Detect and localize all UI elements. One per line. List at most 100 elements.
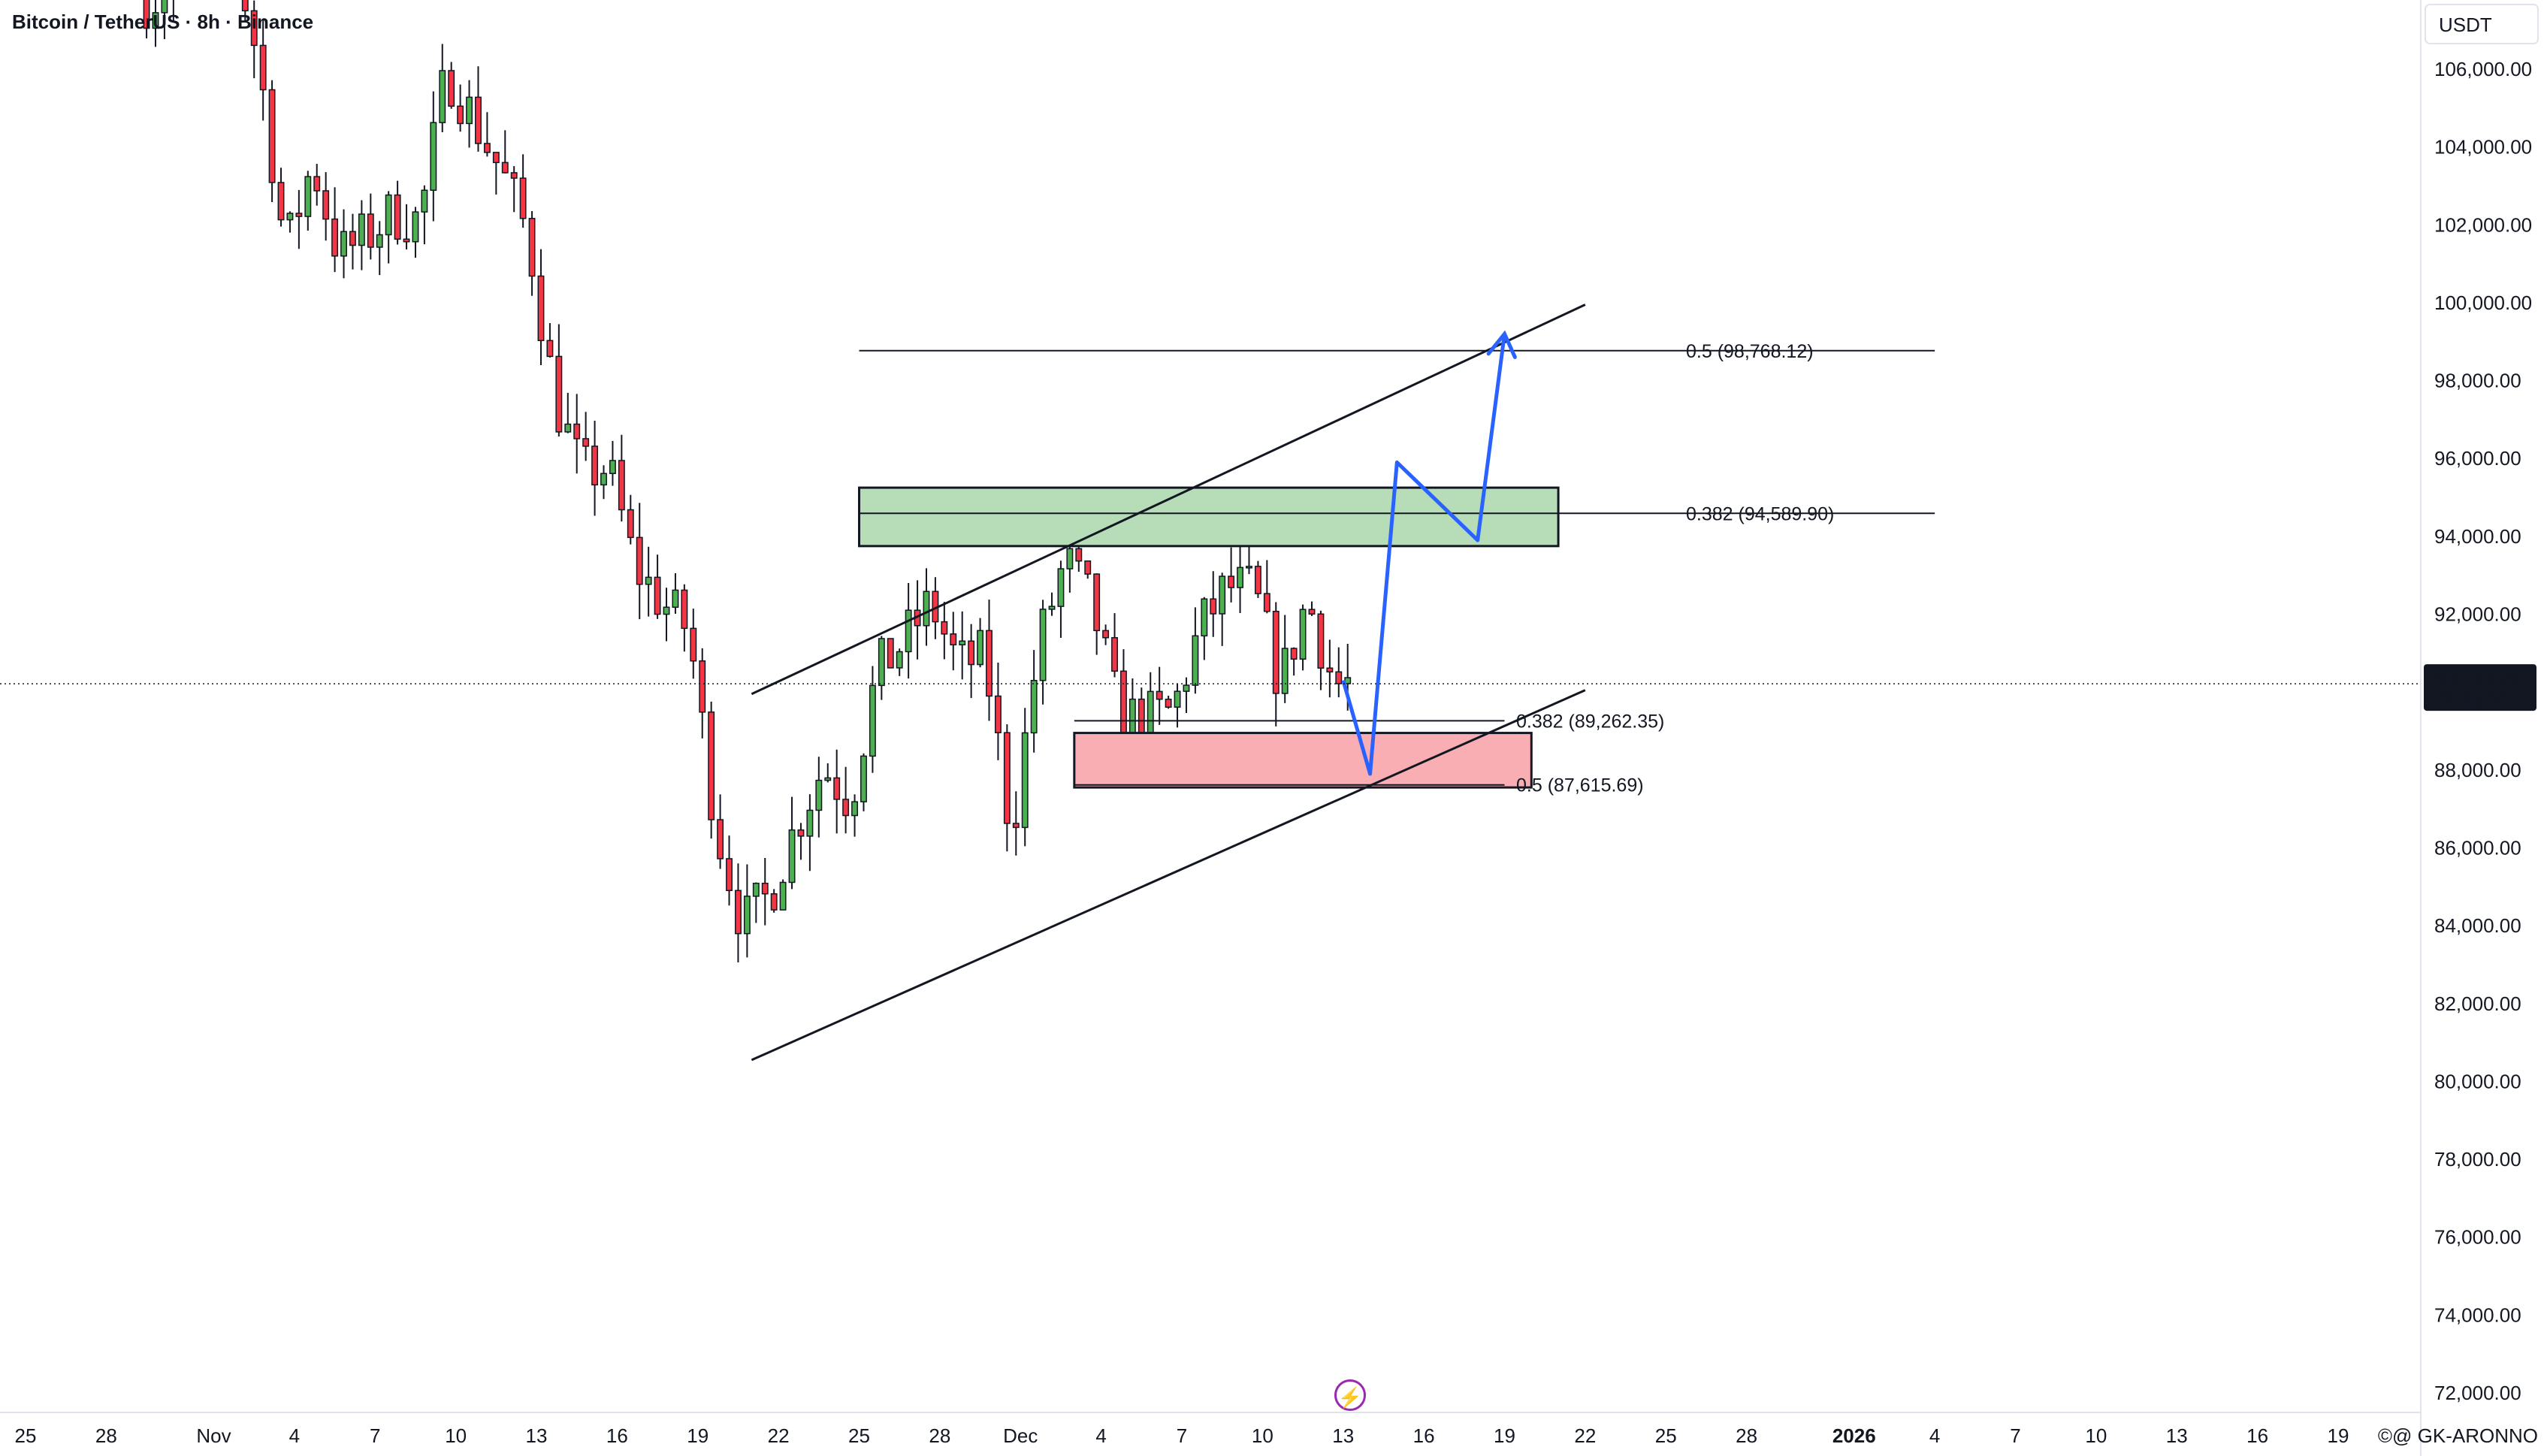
- candle-body: [457, 105, 464, 125]
- candle-body: [161, 0, 168, 14]
- x-tick-label: 22: [768, 1424, 790, 1447]
- candle-body: [367, 213, 374, 248]
- candle: [1201, 597, 1208, 660]
- candle: [277, 168, 285, 227]
- candle: [600, 465, 607, 500]
- candle-body: [1030, 679, 1038, 734]
- candle-body: [878, 638, 885, 687]
- candle-body: [959, 640, 966, 645]
- y-tick-label: 80,000.00: [2434, 1070, 2521, 1092]
- candle: [887, 638, 894, 669]
- candle-body: [322, 190, 330, 220]
- candle: [627, 494, 634, 545]
- candle: [286, 211, 294, 233]
- candle-body: [699, 660, 706, 713]
- candle-body: [869, 684, 876, 757]
- candle-body: [492, 152, 500, 164]
- candle-body: [833, 777, 841, 800]
- candle-body: [152, 12, 159, 29]
- candle-body: [1111, 637, 1118, 672]
- x-tick-label: 7: [370, 1424, 380, 1447]
- candle: [609, 440, 616, 486]
- candle: [439, 44, 446, 133]
- candle: [815, 757, 823, 838]
- x-tick-label: 10: [2085, 1424, 2107, 1447]
- candle: [448, 62, 455, 109]
- candle: [1192, 607, 1199, 694]
- candle: [358, 200, 365, 270]
- candle: [994, 662, 1002, 760]
- candle: [1120, 649, 1127, 739]
- fib-level-label: 0.5 (98,768.12): [1686, 341, 1814, 362]
- candle-body: [331, 218, 339, 257]
- candle: [421, 185, 428, 245]
- candle-body: [1174, 690, 1181, 708]
- candle: [779, 879, 787, 911]
- x-tick-label: 25: [15, 1424, 37, 1447]
- candle: [663, 588, 670, 642]
- candle: [555, 324, 563, 436]
- candle: [959, 611, 966, 680]
- candle-body: [241, 0, 249, 12]
- candle-body: [842, 799, 850, 817]
- x-tick-label: 22: [1574, 1424, 1596, 1447]
- candle-body: [1093, 573, 1101, 632]
- candle: [394, 180, 401, 245]
- candle: [349, 213, 356, 270]
- candle: [654, 554, 661, 619]
- candle: [1003, 724, 1011, 852]
- x-tick-label: 25: [848, 1424, 870, 1447]
- chart-drawings: 0.5 (98,768.12) 0.382 (94,589.90) 0.382 (8…: [751, 304, 1935, 1062]
- projection-arrowhead: [1486, 330, 1517, 359]
- candle-body: [1183, 684, 1190, 692]
- candle-body: [788, 829, 796, 884]
- candle: [1228, 547, 1235, 603]
- candle-body: [582, 438, 590, 447]
- candle-body: [636, 536, 643, 585]
- candle-body: [510, 172, 518, 179]
- candle-body: [466, 96, 473, 125]
- candle-body: [726, 858, 733, 892]
- candle: [851, 794, 858, 837]
- y-tick-label: 74,000.00: [2434, 1303, 2521, 1326]
- candle: [618, 434, 625, 522]
- x-tick-label: 19: [2328, 1424, 2349, 1447]
- candle: [914, 580, 921, 660]
- candle: [752, 882, 760, 923]
- candle: [367, 193, 374, 260]
- candle-body: [358, 213, 365, 246]
- candle: [466, 80, 473, 148]
- candle: [331, 187, 339, 273]
- candle-body: [1039, 609, 1047, 681]
- candle: [1102, 624, 1110, 645]
- candle-body: [618, 460, 625, 511]
- candle: [761, 857, 769, 926]
- candle-body: [546, 340, 554, 358]
- candle: [268, 80, 276, 203]
- y-tick-label: 98,000.00: [2434, 370, 2521, 392]
- candle: [1272, 602, 1280, 726]
- candle-body: [268, 89, 276, 183]
- candle: [430, 91, 437, 222]
- candle-body: [448, 70, 455, 107]
- candle-body: [609, 460, 616, 474]
- lightning-icon[interactable]: ⚡: [1334, 1379, 1366, 1411]
- candle: [824, 763, 832, 783]
- candle-body: [376, 234, 383, 248]
- candle-body: [439, 70, 446, 123]
- candle-body: [421, 189, 428, 213]
- candle-body: [824, 777, 832, 781]
- candle: [1048, 592, 1056, 616]
- candle: [1039, 600, 1047, 705]
- candle-body: [851, 801, 858, 817]
- y-tick-label: 94,000.00: [2434, 525, 2521, 548]
- candle: [645, 546, 652, 617]
- candle: [878, 636, 885, 700]
- candle-body: [1219, 575, 1226, 615]
- candle: [842, 766, 850, 834]
- candle: [986, 600, 993, 721]
- candle-body: [394, 194, 401, 240]
- candle-body: [654, 576, 661, 615]
